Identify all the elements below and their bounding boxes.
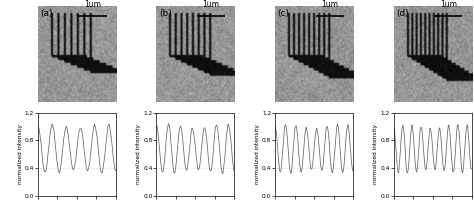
Y-axis label: normalized intensity: normalized intensity	[374, 124, 378, 184]
Text: 1um: 1um	[321, 0, 338, 9]
Text: (c): (c)	[277, 9, 290, 18]
Text: (d): (d)	[396, 9, 409, 18]
Y-axis label: normalized intensity: normalized intensity	[136, 124, 141, 184]
Y-axis label: normalized intensity: normalized intensity	[255, 124, 260, 184]
Text: 1um: 1um	[440, 0, 457, 9]
Text: 1um: 1um	[84, 0, 101, 9]
Y-axis label: normalized intensity: normalized intensity	[18, 124, 23, 184]
Text: (b): (b)	[159, 9, 172, 18]
Text: (a): (a)	[40, 9, 53, 18]
Text: 1um: 1um	[202, 0, 219, 9]
